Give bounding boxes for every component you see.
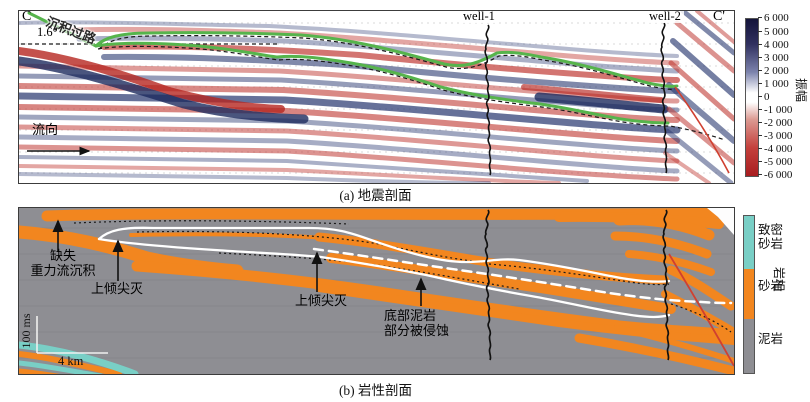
vertical-scale-label: 100 ms — [19, 313, 33, 349]
legend-label-mudstone: 泥岩 — [758, 332, 784, 346]
lithology-panel: 缺失 重力流沉积 上倾尖灭 上倾尖灭 底部泥岩 部分被侵蚀 100 ms 4 k… — [18, 207, 735, 375]
tick-label: 2 000 — [758, 65, 789, 77]
lithology-legend-bar — [743, 215, 755, 374]
amplitude-colorbar — [745, 18, 759, 177]
colorbar-ticks: 6 000 5 000 4 000 3 000 2 000 1 000 0 -1… — [758, 12, 810, 181]
updip-pinchout-left-annotation: 上倾尖灭 — [91, 281, 144, 296]
legend-swatch-sandstone — [744, 269, 754, 319]
no-data-notch — [707, 208, 734, 235]
legend-label-tight-sandstone: 致密砂岩 — [758, 223, 784, 251]
horizontal-scale-label: 4 km — [58, 354, 84, 368]
lithology-graphic — [19, 208, 734, 374]
annotation-line: 重力流沉积 — [30, 263, 96, 279]
dip-angle-label: 1.6° — [37, 25, 58, 39]
tick-label: -3 000 — [758, 130, 792, 142]
tick-label: 6 000 — [758, 12, 789, 24]
well2-label: well-2 — [646, 11, 684, 23]
dashed-white-line — [312, 247, 733, 305]
missing-gravity-flow-annotation: 缺失 重力流沉积 — [21, 248, 105, 279]
tick-label: 4 000 — [758, 39, 789, 51]
tick-label: -6 000 — [758, 169, 792, 181]
tick-label: 5 000 — [758, 26, 789, 38]
flow-direction-label: 流向 — [32, 122, 59, 137]
legend-swatch-tight-sandstone — [744, 216, 754, 269]
seismic-panel: C C' well-1 well-2 沉积过路 1.6° 流向 — [18, 10, 735, 184]
legend-swatch-mudstone — [744, 319, 754, 373]
tick-label: 3 000 — [758, 52, 789, 64]
tick-label: 0 — [758, 91, 770, 103]
annotation-line: 部分被侵蚀 — [384, 323, 450, 339]
well1-label: well-1 — [460, 11, 498, 23]
basal-mudstone-erosion-annotation: 底部泥岩 部分被侵蚀 — [384, 308, 468, 339]
tight-sandstone-bands — [19, 341, 139, 374]
channel-outline — [97, 226, 733, 319]
seismic-reflectors — [19, 11, 734, 183]
annotation-line: 缺失 — [49, 248, 76, 263]
panel-a-caption: (a) 地震剖面 — [339, 188, 412, 203]
red-line — [668, 253, 734, 367]
legend-label-sandstone: 砂岩 — [758, 279, 784, 293]
tick-label: -4 000 — [758, 143, 792, 155]
seismic-graphic — [19, 11, 734, 183]
red-line — [674, 86, 730, 174]
panel-b-caption: (b) 岩性剖面 — [338, 383, 413, 398]
tick-label: -2 000 — [758, 117, 792, 129]
tick-label: -5 000 — [758, 156, 792, 168]
tick-label: 1 000 — [758, 78, 789, 90]
green-horizon-lines — [27, 11, 679, 125]
gridlines — [19, 227, 734, 359]
lithofacies-axis-label: 岩相 — [772, 266, 786, 291]
scale-bars — [36, 316, 108, 354]
amplitude-axis-label: 振幅 — [794, 77, 808, 102]
annotation-line: 底部泥岩 — [384, 308, 437, 323]
section-end-label: C' — [713, 10, 725, 24]
section-start-label: C — [22, 10, 32, 24]
annotation-arrows — [52, 219, 427, 306]
tick-label: -1 000 — [758, 104, 792, 116]
updip-pinchout-mid-annotation: 上倾尖灭 — [295, 293, 348, 308]
